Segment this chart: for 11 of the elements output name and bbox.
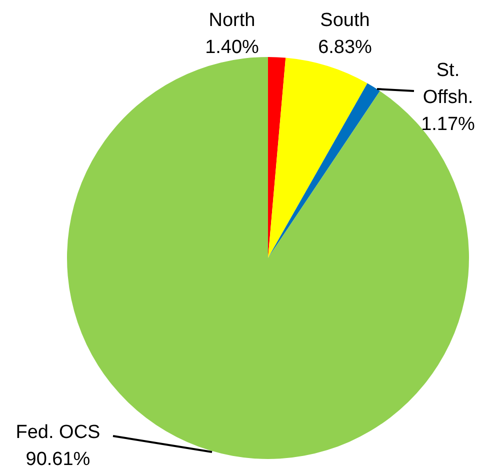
slice-label: St. Offsh. xyxy=(422,60,474,108)
pie-slice xyxy=(268,83,380,258)
data-label: 1.17% xyxy=(421,114,476,135)
slice-label: North xyxy=(208,10,256,31)
pie-slice xyxy=(268,58,368,258)
slice-label: Fed. OCS xyxy=(16,422,100,443)
data-label: 90.61% xyxy=(26,449,90,470)
data-label: 1.40% xyxy=(205,37,260,58)
slice-label: South xyxy=(320,10,370,31)
data-label: 6.83% xyxy=(318,37,372,58)
pie-slice xyxy=(268,57,286,258)
